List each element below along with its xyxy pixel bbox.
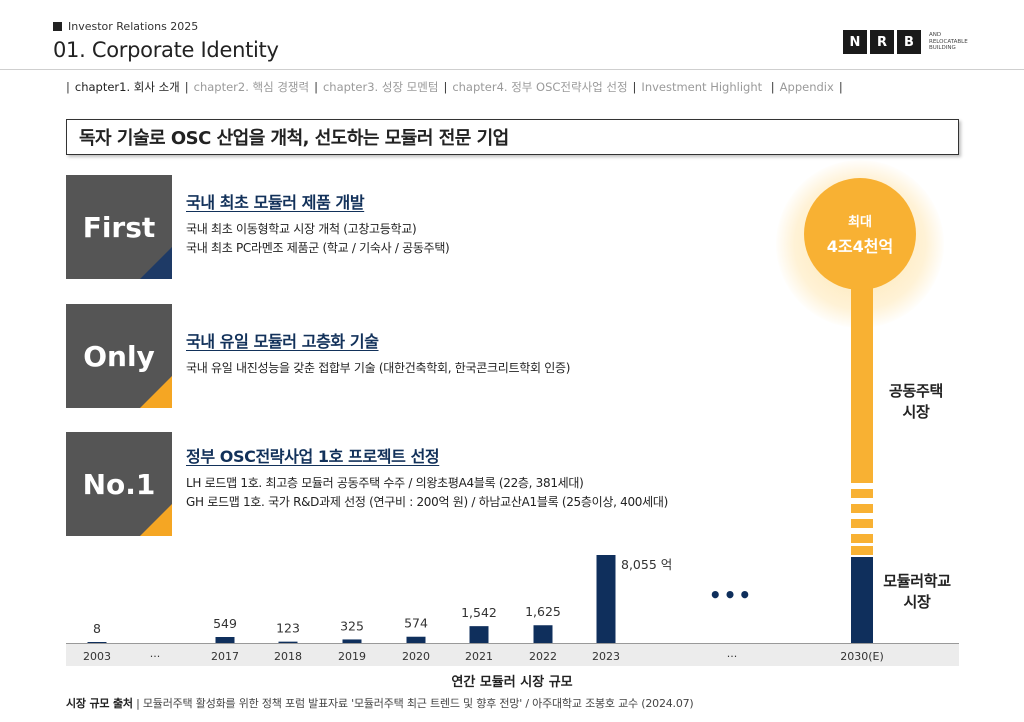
data-label-2019: 325 (340, 618, 364, 633)
feature-no1: 정부 OSC전략사업 1호 프로젝트 선정 LH 로드맵 1호. 최고층 모듈러… (186, 443, 668, 512)
source-note: 시장 규모 출처 | 모듈러주택 활성화를 위한 정책 포럼 발표자료 '모듈러… (66, 695, 694, 711)
badge-first-text: First (82, 210, 156, 244)
bar-2018 (278, 641, 298, 643)
x-tick-label: 2030(E) (840, 650, 884, 663)
bar-stripe (851, 546, 873, 555)
x-tick-label: 2021 (465, 650, 493, 663)
bar-2003 (87, 642, 107, 643)
feature-first: 국내 최초 모듈러 제품 개발 국내 최초 이동형학교 시장 개척 (고창고등학… (186, 189, 450, 258)
feature-no1-line: GH 로드맵 1호. 국가 R&D과제 선정 (연구비 : 200억 원) / … (186, 495, 668, 509)
projection-circle: 최대 4조4천억 (804, 178, 916, 290)
projection-line1: 최대 (848, 215, 872, 230)
data-label-2022: 1,625 (525, 604, 561, 619)
feature-no1-title: 정부 OSC전략사업 1호 프로젝트 선정 (186, 447, 440, 466)
feature-first-line: 국내 최초 이동형학교 시장 개척 (고창고등학교) (186, 222, 417, 236)
feature-only-title: 국내 유일 모듈러 고층화 기술 (186, 332, 379, 351)
x-tick-label: 2018 (274, 650, 302, 663)
ir-label: Investor Relations 2025 (53, 20, 198, 33)
logo-subtitle: AND RELOCATABLE BUILDING (929, 32, 979, 52)
badge-only-text: Only (83, 339, 155, 373)
feature-first-line: 국내 최초 PC라멘조 제품군 (학교 / 기숙사 / 공동주택) (186, 241, 450, 255)
x-tick-label: 2003 (83, 650, 111, 663)
data-label-2017: 549 (213, 616, 237, 631)
nav-appendix[interactable]: Appendix (779, 80, 834, 94)
nav-investment-highlight[interactable]: Investment Highlight (641, 80, 763, 94)
x-tick-label: ··· (149, 650, 161, 663)
headline-box: 독자 기술로 OSC 산업을 개척, 선도하는 모듈러 전문 기업 (66, 119, 959, 155)
logo-sub-line: AND (929, 32, 942, 39)
badge-corner (140, 247, 172, 279)
data-label-2003: 8 (93, 621, 101, 636)
bar-stripe (851, 489, 873, 498)
logo-letter-n: N (843, 30, 867, 54)
data-label-2021: 1,542 (461, 605, 497, 620)
ir-label-text: Investor Relations 2025 (68, 20, 199, 33)
feature-only: 국내 유일 모듈러 고층화 기술 국내 유일 내진성능을 갖춘 접합부 기술 (… (186, 328, 570, 378)
header-divider (0, 69, 1024, 70)
logo-letter-r: R (870, 30, 894, 54)
x-tick-label: ··· (726, 650, 738, 663)
page-title: 01. Corporate Identity (53, 38, 279, 62)
feature-no1-line: LH 로드맵 1호. 최고층 모듈러 공동주택 수주 / 의왕초평A4블록 (2… (186, 476, 584, 490)
housing-market-label: 공동주택 시장 (876, 381, 956, 423)
nav-chapter1[interactable]: chapter1. 회사 소개 (74, 80, 180, 94)
school-label-line: 모듈러학교 (883, 572, 951, 590)
bar-2021 (469, 626, 489, 643)
bar-stripe (851, 534, 873, 543)
nav-chapter4[interactable]: chapter4. 정부 OSC전략사업 선정 (452, 80, 628, 94)
source-text: | 모듈러주택 활성화를 위한 정책 포럼 발표자료 '모듈러주택 최근 트렌드… (136, 697, 694, 710)
bar-2019 (342, 639, 362, 643)
feature-only-line: 국내 유일 내진성능을 갖춘 접합부 기술 (대한건축학회, 한국콘크리트학회 … (186, 361, 571, 375)
badge-corner (140, 376, 172, 408)
nav-chapter3[interactable]: chapter3. 성장 모멘텀 (322, 80, 439, 94)
bar-2017 (215, 637, 235, 643)
x-tick-label: 2023 (592, 650, 620, 663)
x-tick-label: 2017 (211, 650, 239, 663)
data-label-2020: 574 (404, 616, 428, 631)
projection-line2: 4조4천억 (826, 237, 894, 256)
logo-sub-line: BUILDING (929, 45, 956, 52)
school-market-label: 모듈러학교 시장 (874, 571, 960, 613)
housing-label-line: 시장 (902, 403, 930, 421)
badge-no1-text: No.1 (82, 467, 156, 501)
bar-stripe (851, 504, 873, 513)
chapter-nav: | chapter1. 회사 소개 | chapter2. 핵심 경쟁력 | c… (66, 80, 843, 94)
bar-2020 (406, 636, 426, 643)
x-tick-label: 2020 (402, 650, 430, 663)
gap-ellipsis: ••• (709, 583, 753, 607)
school-market-bar (851, 557, 873, 643)
bar-2022 (533, 625, 553, 643)
nav-chapter2[interactable]: chapter2. 핵심 경쟁력 (193, 80, 310, 94)
x-axis-band (66, 644, 959, 666)
data-label-2018: 123 (276, 621, 300, 636)
square-icon (53, 22, 62, 31)
x-tick-label: 2022 (529, 650, 557, 663)
badge-first: First (66, 175, 172, 279)
x-axis-line (66, 643, 959, 644)
feature-first-title: 국내 최초 모듈러 제품 개발 (186, 193, 365, 212)
company-logo: N R B AND RELOCATABLE BUILDING (843, 30, 979, 54)
logo-letter-b: B (897, 30, 921, 54)
market-size-chart: 8 549 123 325 574 1,542 1,625 8,055 억 ••• (87, 555, 753, 643)
source-label: 시장 규모 출처 (66, 697, 133, 710)
x-tick-label: 2019 (338, 650, 366, 663)
bar-stripe (851, 519, 873, 528)
housing-label-line: 공동주택 (888, 382, 943, 400)
data-label-2023: 8,055 억 (621, 557, 672, 572)
housing-market-bar (851, 280, 873, 483)
school-label-line: 시장 (903, 593, 931, 611)
badge-no1: No.1 (66, 432, 172, 536)
chart-title: 연간 모듈러 시장 규모 (451, 675, 573, 690)
bar-2023 (596, 555, 616, 643)
badge-only: Only (66, 304, 172, 408)
logo-sub-line: RELOCATABLE (929, 38, 968, 45)
badge-corner (140, 504, 172, 536)
